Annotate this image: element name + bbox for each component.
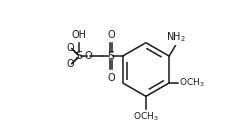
- Text: O: O: [67, 59, 74, 69]
- Text: OH: OH: [72, 30, 87, 40]
- Text: S: S: [76, 51, 83, 61]
- Text: OCH$_3$: OCH$_3$: [133, 110, 159, 123]
- Text: O: O: [67, 43, 74, 53]
- Text: NH$_2$: NH$_2$: [166, 30, 186, 44]
- Text: O: O: [107, 73, 115, 83]
- Text: S: S: [107, 51, 114, 61]
- Text: OCH$_3$: OCH$_3$: [179, 77, 205, 89]
- Text: O: O: [85, 51, 92, 61]
- Text: O: O: [107, 30, 115, 40]
